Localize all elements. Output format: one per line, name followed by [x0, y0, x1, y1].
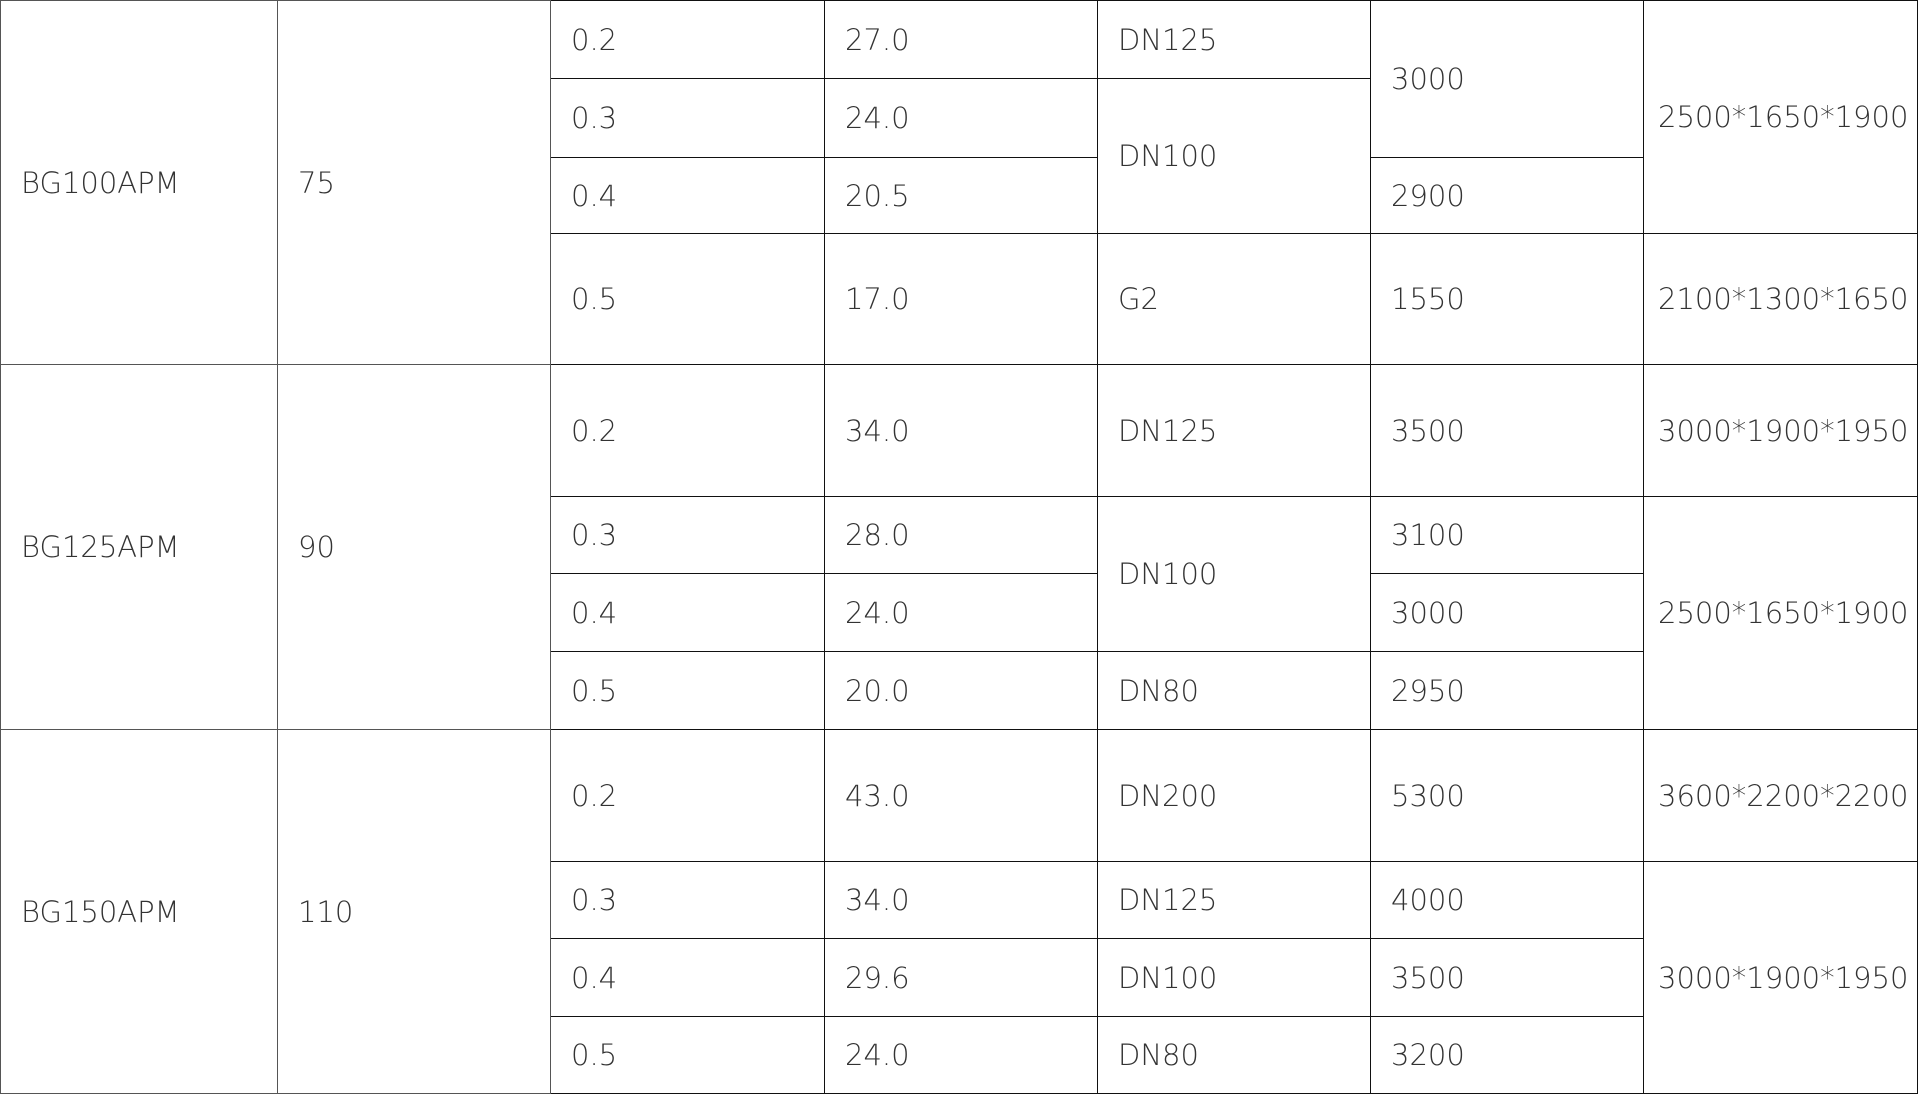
dimensions-cell: 3000*1900*1950 [1643, 364, 1918, 497]
flow-cell: 24.0 [824, 78, 1098, 158]
pressure-cell: 0.4 [550, 157, 825, 234]
outlet-cell: DN100 [1097, 496, 1371, 652]
pressure-cell: 0.5 [550, 651, 825, 730]
outlet-cell: G2 [1097, 233, 1371, 365]
flow-cell: 20.0 [824, 651, 1098, 730]
table-row: 0.5 24.0 DN80 3200 [1, 1016, 1918, 1094]
weight-cell: 2950 [1370, 651, 1644, 730]
flow-cell: 29.6 [824, 938, 1098, 1017]
pressure-cell: 0.3 [550, 496, 825, 574]
flow-cell: 17.0 [824, 233, 1098, 365]
flow-cell: 20.5 [824, 157, 1098, 234]
flow-cell: 28.0 [824, 496, 1098, 574]
weight-cell: 3500 [1370, 364, 1644, 497]
weight-cell: 3500 [1370, 938, 1644, 1017]
pressure-cell: 0.2 [550, 729, 825, 862]
weight-cell: 5300 [1370, 729, 1644, 862]
dimensions-cell: 3000*1900*1950 [1643, 861, 1918, 1094]
outlet-cell: DN200 [1097, 729, 1371, 862]
model-cell: BG150APM [0, 729, 278, 1094]
pressure-cell: 0.2 [550, 364, 825, 497]
table-row: BG150APM 110 0.2 43.0 DN200 5300 3600*2200*220… [0, 729, 1918, 1094]
power-cell: 90 [277, 364, 551, 730]
weight-cell: 3000 [1370, 0, 1644, 158]
table-row: 0.5 20.0 DN80 2950 [1, 651, 1918, 730]
flow-cell: 27.0 [824, 0, 1098, 79]
outlet-cell: DN125 [1097, 364, 1371, 497]
weight-cell: 2900 [1370, 157, 1644, 234]
outlet-cell: DN125 [1097, 861, 1371, 939]
weight-cell: 3100 [1370, 496, 1644, 574]
table-row: 0.3 28.0 DN100 3100 2500*1650*1900 [1, 496, 1918, 730]
pressure-cell: 0.5 [550, 233, 825, 365]
weight-cell: 4000 [1370, 861, 1644, 939]
outlet-cell: DN100 [1097, 78, 1371, 234]
weight-cell: 3000 [1370, 573, 1644, 652]
flow-cell: 43.0 [824, 729, 1098, 862]
table-row: BG125APM 90 0.2 34.0 DN125 3500 3000*1900*1950 [0, 364, 1918, 730]
dimensions-cell: 2500*1650*1900 [1643, 0, 1918, 234]
pressure-cell: 0.2 [550, 0, 825, 79]
pressure-cell: 0.3 [550, 861, 825, 939]
flow-cell: 24.0 [824, 573, 1098, 652]
model-cell: BG100APM [0, 0, 278, 365]
weight-cell: 1550 [1370, 233, 1644, 365]
flow-cell: 24.0 [824, 1016, 1098, 1094]
pressure-cell: 0.4 [550, 573, 825, 652]
weight-cell: 3200 [1370, 1016, 1644, 1094]
pressure-cell: 0.4 [550, 938, 825, 1017]
table-row: 0.5 17.0 G2 1550 2100*1300*1650 [1, 233, 1918, 365]
power-cell: 75 [277, 0, 551, 365]
flow-cell: 34.0 [824, 861, 1098, 939]
table-row: 0.3 34.0 DN125 4000 3000*1900*1950 [1, 861, 1918, 1094]
outlet-cell: DN125 [1097, 0, 1371, 79]
dimensions-cell: 3600*2200*2200 [1643, 729, 1918, 862]
table-row: 0.3 24.0 DN100 [1, 78, 1918, 234]
outlet-cell: DN100 [1097, 938, 1371, 1017]
outlet-cell: DN80 [1097, 1016, 1371, 1094]
flow-cell: 34.0 [824, 364, 1098, 497]
dimensions-cell: 2500*1650*1900 [1643, 496, 1918, 730]
table-row: BG100APM 75 0.2 27.0 DN125 3000 2500*1650*1900 [0, 0, 1918, 365]
outlet-cell: DN80 [1097, 651, 1371, 730]
power-cell: 110 [277, 729, 551, 1094]
model-cell: BG125APM [0, 364, 278, 730]
dimensions-cell: 2100*1300*1650 [1643, 233, 1918, 365]
pressure-cell: 0.5 [550, 1016, 825, 1094]
pressure-cell: 0.3 [550, 78, 825, 158]
table-row: 0.4 24.0 3000 [1, 573, 1918, 652]
